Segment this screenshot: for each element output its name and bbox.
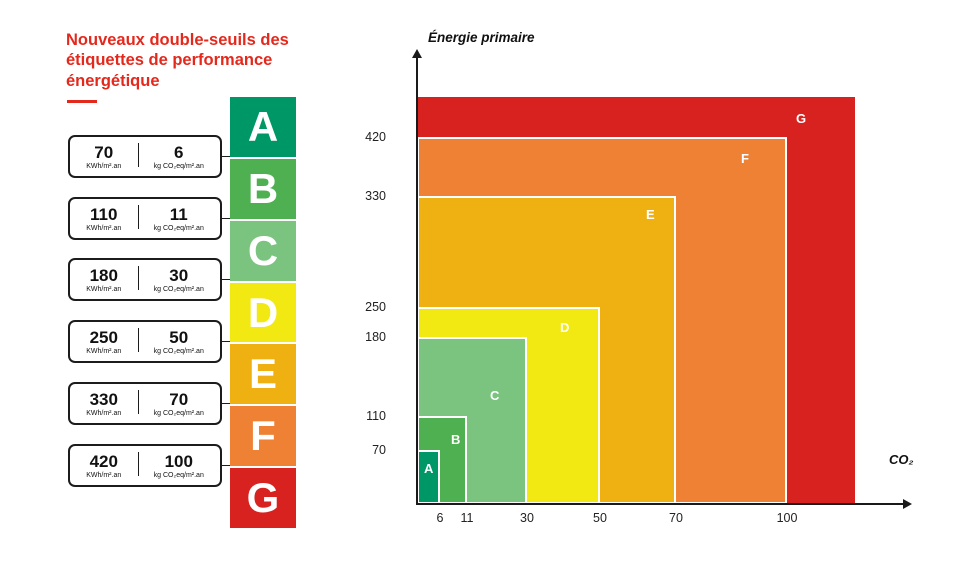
kwh-threshold-value: 110: [90, 205, 118, 225]
threshold-divider: [137, 390, 139, 414]
y-axis-title: Énergie primaire: [428, 30, 535, 45]
y-tick-180: 180: [365, 330, 386, 344]
threshold-divider: [137, 143, 139, 167]
chart-region-label-E: E: [646, 207, 655, 222]
kwh-threshold: 110 KWh/m².an: [70, 199, 138, 238]
x-axis-title: CO₂: [889, 452, 914, 467]
threshold-box-1: 70 KWh/m².an 6 kg CO₂eq/m².an: [68, 135, 222, 178]
co2-threshold: 100 kg CO₂eq/m².an: [138, 446, 221, 485]
threshold-box-3: 180 KWh/m².an 30 kg CO₂eq/m².an: [68, 258, 222, 301]
co2-threshold-unit: kg CO₂eq/m².an: [153, 162, 204, 170]
x-tick-11: 11: [460, 511, 474, 525]
y-tick-330: 330: [365, 189, 386, 203]
chart-region-label-A: A: [424, 461, 434, 476]
kwh-threshold-value: 330: [89, 390, 118, 410]
kwh-threshold-value: 70: [94, 143, 114, 163]
kwh-threshold-unit: KWh/m².an: [86, 224, 122, 232]
co2-threshold-unit: kg CO₂eq/m².an: [153, 471, 204, 479]
chart-region-label-G: G: [796, 111, 807, 126]
co2-threshold-value: 6: [174, 143, 184, 163]
x-tick-70: 70: [669, 511, 683, 525]
threshold-divider: [137, 205, 139, 229]
box-connector-line: [221, 464, 230, 466]
energy-class-A: A: [230, 97, 296, 157]
y-axis-arrow-icon: [412, 49, 422, 58]
x-tick-100: 100: [776, 511, 798, 525]
threshold-divider: [137, 452, 139, 476]
co2-threshold: 30 kg CO₂eq/m².an: [138, 260, 221, 299]
energy-class-E: E: [230, 344, 296, 405]
co2-threshold-unit: kg CO₂eq/m².an: [153, 347, 204, 355]
y-tick-70: 70: [372, 443, 386, 457]
chart-region-A: [417, 450, 440, 504]
chart-region-label-C: C: [490, 388, 500, 403]
kwh-threshold-value: 180: [89, 266, 118, 286]
kwh-threshold-unit: KWh/m².an: [86, 162, 122, 170]
threshold-box-4: 250 KWh/m².an 50 kg CO₂eq/m².an: [68, 320, 222, 363]
kwh-threshold-unit: KWh/m².an: [86, 471, 122, 479]
box-connector-line: [221, 217, 230, 219]
kwh-threshold: 330 KWh/m².an: [70, 384, 138, 423]
y-tick-110: 110: [366, 409, 386, 423]
co2-threshold-value: 100: [164, 452, 193, 472]
energy-class-C: C: [230, 220, 296, 281]
y-tick-420: 420: [365, 130, 386, 144]
page-title: Nouveaux double-seuils des étiquettes de…: [66, 31, 289, 90]
kwh-threshold-value: 250: [89, 328, 118, 348]
kwh-threshold: 420 KWh/m².an: [70, 446, 138, 485]
co2-threshold-value: 11: [169, 205, 188, 225]
x-tick-6: 6: [436, 511, 444, 525]
chart-region-label-D: D: [560, 320, 570, 335]
box-connector-line: [221, 340, 230, 342]
y-tick-250: 250: [365, 300, 386, 314]
double-threshold-chart: A B C D E F G 420 330 250 180 110 70 6 11 30 50 70 100 Éne…: [352, 0, 954, 564]
kwh-threshold-unit: KWh/m².an: [86, 409, 122, 417]
energy-class-D: D: [230, 282, 296, 343]
threshold-box-6: 420 KWh/m².an 100 kg CO₂eq/m².an: [68, 444, 222, 487]
chart-region-label-B: B: [451, 432, 461, 447]
threshold-divider: [137, 328, 139, 352]
co2-threshold-value: 70: [169, 390, 189, 410]
co2-threshold: 11 kg CO₂eq/m².an: [138, 199, 221, 238]
energy-class-B: B: [230, 158, 296, 219]
x-tick-30: 30: [520, 511, 534, 525]
box-connector-line: [221, 402, 230, 404]
kwh-threshold-unit: KWh/m².an: [86, 285, 122, 293]
co2-threshold-value: 30: [169, 266, 189, 286]
co2-threshold: 6 kg CO₂eq/m².an: [138, 137, 221, 176]
energy-class-F: F: [230, 406, 296, 467]
kwh-threshold: 250 KWh/m².an: [70, 322, 138, 361]
threshold-box-2: 110 KWh/m².an 11 kg CO₂eq/m².an: [68, 197, 222, 240]
co2-threshold-unit: kg CO₂eq/m².an: [153, 285, 204, 293]
co2-threshold: 70 kg CO₂eq/m².an: [138, 384, 221, 423]
kwh-threshold: 70 KWh/m².an: [70, 137, 138, 176]
box-connector-line: [221, 155, 230, 157]
kwh-threshold-value: 420: [89, 452, 118, 472]
x-axis-arrow-icon: [903, 499, 912, 509]
y-axis: [416, 58, 418, 504]
co2-threshold-unit: kg CO₂eq/m².an: [153, 224, 204, 232]
chart-region-label-F: F: [741, 151, 749, 166]
kwh-threshold: 180 KWh/m².an: [70, 260, 138, 299]
box-connector-line: [221, 278, 230, 280]
x-tick-50: 50: [593, 511, 607, 525]
co2-threshold-unit: kg CO₂eq/m².an: [153, 409, 204, 417]
threshold-box-5: 330 KWh/m².an 70 kg CO₂eq/m².an: [68, 382, 222, 425]
x-axis: [416, 503, 905, 505]
co2-threshold: 50 kg CO₂eq/m².an: [138, 322, 221, 361]
kwh-threshold-unit: KWh/m².an: [86, 347, 122, 355]
energy-class-G: G: [230, 468, 296, 529]
co2-threshold-value: 50: [169, 328, 189, 348]
title-underline: [67, 100, 97, 103]
threshold-divider: [137, 266, 139, 290]
